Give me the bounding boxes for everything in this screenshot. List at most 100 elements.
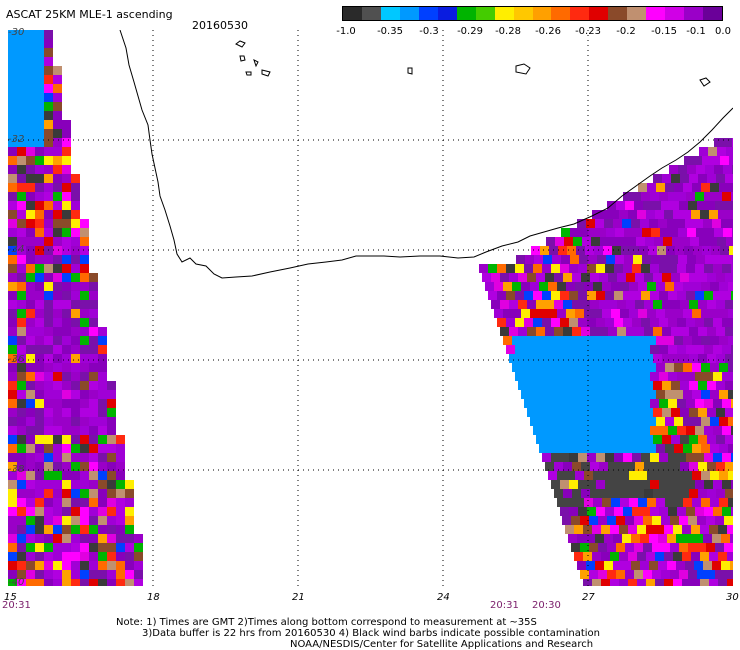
swath-pixel	[581, 327, 590, 336]
swath-pixel	[605, 372, 614, 381]
swath-pixel	[668, 192, 677, 201]
swath-pixel	[615, 255, 624, 264]
swath-pixel	[62, 498, 71, 507]
swath-pixel	[35, 570, 44, 579]
color-scale-label: -0.28	[495, 26, 521, 37]
swath-pixel	[632, 291, 641, 300]
swath-pixel	[8, 66, 17, 75]
swath-pixel	[540, 246, 549, 255]
swath-pixel	[44, 363, 53, 372]
swath-pixel	[626, 408, 635, 417]
swath-pixel	[71, 282, 80, 291]
swath-pixel	[26, 273, 35, 282]
swath-pixel	[680, 489, 689, 498]
swath-pixel	[17, 210, 26, 219]
swath-pixel	[44, 300, 53, 309]
swath-pixel	[44, 39, 53, 48]
swath-pixel	[542, 426, 551, 435]
swath-pixel	[656, 309, 665, 318]
swath-pixel	[8, 318, 17, 327]
swath-pixel	[44, 57, 53, 66]
swath-pixel	[592, 579, 601, 586]
swath-pixel	[689, 462, 698, 471]
swath-pixel	[53, 345, 62, 354]
swath-pixel	[719, 417, 728, 426]
swath-pixel	[554, 273, 563, 282]
swath-pixel	[686, 480, 695, 489]
swath-pixel	[709, 210, 718, 219]
swath-pixel	[684, 156, 693, 165]
swath-pixel	[116, 462, 125, 471]
swath-pixel	[704, 264, 713, 273]
swath-pixel	[580, 570, 589, 579]
swath-pixel	[659, 372, 668, 381]
swath-pixel	[727, 525, 733, 534]
swath-pixel	[641, 291, 650, 300]
swath-pixel	[534, 255, 543, 264]
swath-pixel	[44, 84, 53, 93]
swath-pixel	[98, 579, 107, 586]
swath-pixel	[677, 426, 686, 435]
latitude-label: -36	[8, 354, 25, 365]
swath-pixel	[689, 327, 698, 336]
swath-pixel	[661, 570, 670, 579]
swath-pixel	[614, 291, 623, 300]
swath-pixel	[707, 327, 716, 336]
swath-pixel	[590, 300, 599, 309]
swath-pixel	[625, 201, 634, 210]
swath-pixel	[563, 381, 572, 390]
swath-pixel	[701, 309, 710, 318]
swath-pixel	[8, 291, 17, 300]
swath-pixel	[89, 363, 98, 372]
swath-pixel	[606, 228, 615, 237]
swath-pixel	[518, 300, 527, 309]
color-scale-label: -1.0	[336, 26, 356, 37]
swath-pixel	[688, 543, 697, 552]
swath-pixel	[574, 525, 583, 534]
swath-pixel	[560, 399, 569, 408]
swath-pixel	[686, 372, 695, 381]
swath-pixel	[722, 372, 731, 381]
swath-pixel	[89, 534, 98, 543]
swath-pixel	[715, 201, 724, 210]
swath-pixel	[628, 210, 637, 219]
swath-pixel	[26, 57, 35, 66]
swath-pixel	[613, 534, 622, 543]
swath-pixel	[35, 408, 44, 417]
swath-pixel	[80, 219, 89, 228]
swath-pixel	[563, 327, 572, 336]
swath-pixel	[62, 471, 71, 480]
swath-pixel	[622, 561, 631, 570]
swath-pixel	[107, 534, 116, 543]
swath-pixel	[669, 228, 678, 237]
swath-pixel	[53, 273, 62, 282]
swath-pixel	[669, 255, 678, 264]
swath-pixel	[707, 300, 716, 309]
swath-pixel	[647, 498, 656, 507]
swath-pixel	[89, 372, 98, 381]
swath-pixel	[53, 552, 62, 561]
swath-pixel	[98, 480, 107, 489]
swath-pixel	[80, 507, 89, 516]
swath-pixel	[587, 345, 596, 354]
swath-pixel	[80, 273, 89, 282]
swath-pixel	[53, 543, 62, 552]
swath-pixel	[731, 345, 733, 354]
color-scale-segment	[589, 7, 609, 20]
swath-pixel	[542, 399, 551, 408]
swath-pixel	[80, 489, 89, 498]
swath-pixel	[719, 363, 728, 372]
swath-pixel	[605, 480, 614, 489]
swath-pixel	[719, 390, 728, 399]
swath-pixel	[650, 399, 659, 408]
swath-pixel	[710, 417, 719, 426]
swath-pixel	[720, 156, 729, 165]
swath-pixel	[560, 426, 569, 435]
swath-pixel	[26, 255, 35, 264]
swath-pixel	[698, 354, 707, 363]
swath-pixel	[638, 309, 647, 318]
swath-pixel	[515, 318, 524, 327]
swath-pixel	[542, 372, 551, 381]
swath-pixel	[706, 516, 715, 525]
swath-pixel	[585, 246, 594, 255]
